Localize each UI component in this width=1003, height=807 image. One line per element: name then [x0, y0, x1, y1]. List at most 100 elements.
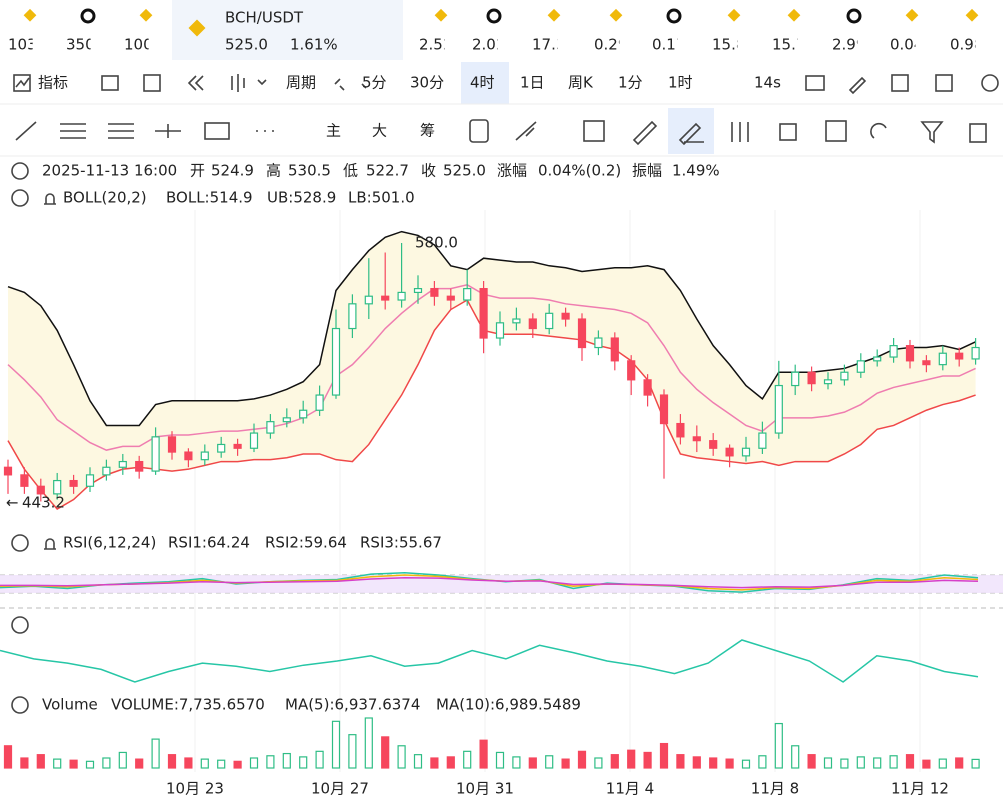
candle-body	[135, 460, 144, 472]
ticker-value[interactable]: 2.99	[832, 36, 865, 54]
volume-bar	[85, 760, 95, 769]
volume-bar	[266, 755, 275, 769]
indicators-button[interactable]: 指标	[38, 74, 68, 92]
active-ticker-bg[interactable]	[172, 0, 403, 60]
volume-bar	[184, 757, 193, 769]
candle-body	[922, 360, 931, 366]
rsi-label: RSI2:59.64	[265, 534, 347, 552]
volume-bar	[627, 749, 636, 769]
candle-body	[364, 295, 373, 305]
candle-body	[184, 451, 193, 461]
candle-body	[512, 318, 521, 324]
volume-bar	[495, 751, 505, 769]
volume-value: VOLUME:7,735.6570	[111, 696, 265, 714]
volume-bar	[135, 758, 144, 769]
candle-body	[200, 451, 209, 461]
volume-bar	[725, 758, 734, 769]
candle-body	[659, 394, 669, 425]
info-open-label: 开	[190, 162, 205, 180]
candle-body	[299, 409, 308, 419]
candle-body	[873, 356, 882, 362]
coin-icon	[80, 8, 96, 24]
volume-bar	[512, 756, 521, 769]
volume-bar	[118, 751, 127, 769]
candle-body	[528, 318, 537, 330]
ticker-value[interactable]: 100	[124, 36, 153, 54]
volume-ma10: MA(10):6,989.5489	[436, 696, 581, 714]
tool-button[interactable]: 筹	[420, 122, 435, 140]
info-low-label: 低	[343, 162, 358, 180]
info-low: 522.7	[366, 162, 409, 180]
ticker-value[interactable]: 0.98	[950, 36, 983, 54]
ticker-value[interactable]: 0.17	[652, 36, 685, 54]
volume-bar	[758, 755, 767, 769]
interval-button[interactable]: 1分	[618, 74, 643, 92]
interval-button[interactable]: 4时	[470, 74, 495, 92]
volume-bar	[709, 757, 718, 769]
candle-body	[692, 436, 701, 442]
interval-button[interactable]: 周K	[568, 74, 594, 92]
candle-body	[315, 394, 324, 411]
ticker-value[interactable]: 0.04	[890, 36, 923, 54]
volume-bar	[69, 759, 78, 769]
ticker-value[interactable]: 15.8	[712, 36, 745, 54]
coin-icon	[23, 8, 37, 22]
interval-button[interactable]: 1日	[520, 74, 545, 92]
change: 1.61%	[290, 36, 338, 54]
volume-name: Volume	[42, 696, 98, 714]
candle-body	[709, 440, 718, 449]
candle-body	[955, 352, 964, 360]
volume-bar	[3, 745, 13, 769]
volume-bar	[873, 757, 882, 769]
rsi-label: RSI1:64.24	[168, 534, 250, 552]
candle-body	[856, 360, 865, 373]
boll-mid: BOLL:514.9	[166, 189, 253, 207]
volume-bar	[955, 757, 964, 769]
tool-button[interactable]: 大	[372, 122, 387, 140]
ticker-value[interactable]: 350	[66, 36, 95, 54]
candle-body	[282, 417, 291, 423]
info-close: 525.0	[443, 162, 486, 180]
coin-icon	[486, 8, 502, 24]
ticker-value[interactable]: 15.7	[772, 36, 805, 54]
x-tick-label: 10月 27	[311, 780, 369, 798]
volume-bar	[823, 757, 833, 769]
selected-interval-bg	[461, 62, 509, 104]
candle-body	[348, 303, 357, 330]
volume-bar	[299, 756, 308, 769]
candle-body	[758, 432, 767, 449]
interval-button[interactable]: 5分	[362, 74, 387, 92]
volume-bar	[217, 759, 226, 769]
volume-bar	[364, 717, 373, 769]
volume-bar	[528, 757, 537, 769]
candle-body	[840, 371, 849, 381]
candle-body	[823, 379, 833, 385]
coin-icon	[434, 8, 448, 22]
ticker-value[interactable]: 2.52	[419, 36, 452, 54]
ticker-value[interactable]: 17.3	[532, 36, 565, 54]
candle-body	[495, 322, 505, 339]
price: 525.0	[225, 36, 268, 54]
info-amp: 1.49%	[672, 162, 720, 180]
period-button[interactable]: 周期	[286, 74, 316, 92]
candle-body	[413, 288, 423, 294]
candle-body	[233, 443, 242, 449]
info-high-label: 高	[266, 162, 281, 180]
volume-bar	[446, 756, 455, 769]
toolbar-icons[interactable]	[11, 74, 999, 714]
tool-button[interactable]: 主	[326, 122, 341, 140]
ticker-value[interactable]: 103	[8, 36, 37, 54]
info-time: 2025-11-13 16:00	[42, 162, 177, 180]
interval-button[interactable]: 1时	[668, 74, 693, 92]
candle-body	[643, 379, 652, 396]
volume-bar	[315, 750, 324, 769]
rsi-line	[0, 576, 979, 589]
volume-ma5: MA(5):6,937.6374	[285, 696, 420, 714]
interval-button[interactable]: 30分	[410, 74, 444, 92]
info-amp-label: 振幅	[632, 162, 662, 180]
info-change: 0.04%(0.2)	[538, 162, 621, 180]
ticker-value[interactable]: 2.02	[472, 36, 505, 54]
ticker-value[interactable]: 0.29	[594, 36, 627, 54]
candle-body	[545, 312, 554, 330]
x-tick-label: 10月 31	[456, 780, 514, 798]
